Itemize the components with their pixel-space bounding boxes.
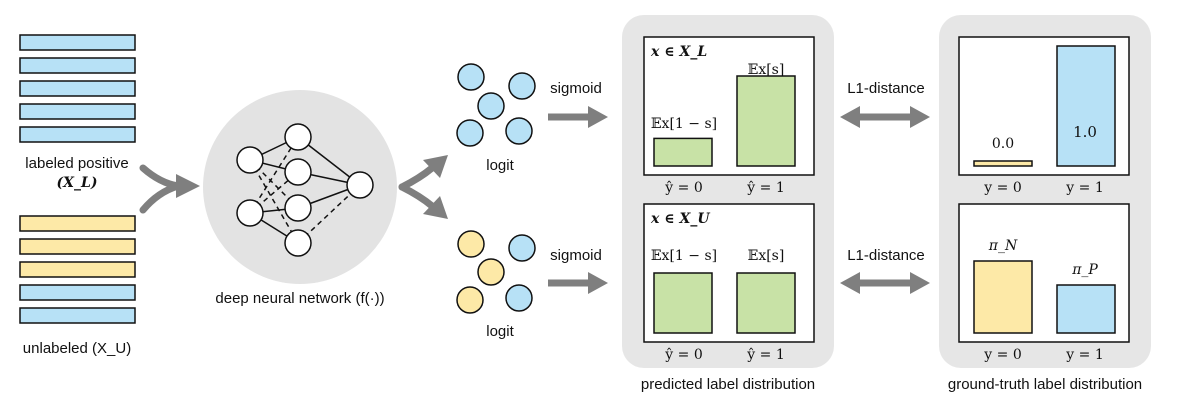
l1-arrowhead-bottom-right xyxy=(910,272,930,294)
l1-arrows xyxy=(840,106,930,294)
predicted-top-left-axis-label: ŷ = 0 xyxy=(665,180,703,196)
labeled-positive-stack xyxy=(19,34,136,143)
ground-truth-bottom-right-axis-label: y = 1 xyxy=(1066,347,1104,363)
predicted-top-left-bar-label: 𝔼x[1 − s] xyxy=(650,116,718,132)
predicted-bottom-left-axis-label: ŷ = 0 xyxy=(665,347,703,363)
predicted-top-bars xyxy=(653,75,796,167)
labeled-sample xyxy=(19,126,136,143)
unlabeled-sample-negative xyxy=(19,215,136,232)
ground-truth-top-right-value: 1.0 xyxy=(1073,123,1097,141)
predicted-bottom-bars xyxy=(653,272,796,334)
logit-positive xyxy=(505,117,533,145)
unlabeled-sample-positive xyxy=(19,307,136,324)
l1-arrowhead-top-left xyxy=(840,106,860,128)
predicted-bottom-right-bar-label: 𝔼x[s] xyxy=(747,248,785,264)
l1-arrowhead-bottom-left xyxy=(840,272,860,294)
predicted-bottom-right-axis-label: ŷ = 1 xyxy=(747,347,785,363)
predicted-bottom-bar-y1 xyxy=(736,272,796,334)
labeled-sample xyxy=(19,57,136,74)
l1-top-label: L1-distance xyxy=(847,80,925,97)
hidden-node xyxy=(284,123,312,151)
logit-positive xyxy=(508,72,536,100)
hidden-node xyxy=(284,229,312,257)
sigmoid-top-label: sigmoid xyxy=(550,80,602,97)
predicted-top-set-label: x ∈ X_L xyxy=(651,44,708,60)
output-node xyxy=(346,171,374,199)
labeled-sample xyxy=(19,80,136,97)
predicted-top-bar-y1 xyxy=(736,75,796,167)
labeled-sample xyxy=(19,103,136,120)
split-arrowhead-up xyxy=(423,155,448,178)
split-arrow xyxy=(398,164,436,210)
l1-bottom-label: L1-distance xyxy=(847,247,925,264)
logits-bottom xyxy=(456,230,536,314)
ground-truth-top-right-axis-label: y = 1 xyxy=(1066,180,1104,196)
merge-arrowhead xyxy=(176,174,200,198)
ground-truth-bottom-bar-y0 xyxy=(973,260,1033,334)
hidden-node xyxy=(284,194,312,222)
logit-negative xyxy=(477,258,505,286)
logit-positive xyxy=(505,284,533,312)
ground-truth-top-bar-y0 xyxy=(973,160,1033,167)
input-node xyxy=(236,199,264,227)
labeled-sample xyxy=(19,34,136,51)
ground-truth-bottom-bar-y1 xyxy=(1056,284,1116,334)
predicted-top-right-bar-label: 𝔼x[s] xyxy=(747,62,785,78)
network-background xyxy=(203,90,397,284)
labeled-set-symbol: (X_L) xyxy=(56,175,98,191)
predicted-top-right-axis-label: ŷ = 1 xyxy=(747,180,785,196)
logit-negative xyxy=(457,230,485,258)
ground-truth-bottom-left-axis-label: y = 0 xyxy=(984,347,1022,363)
sigmoid-arrowhead-top xyxy=(588,106,608,128)
predicted-bottom-bar-y0 xyxy=(653,272,713,334)
predicted-bottom-set-label: x ∈ X_U xyxy=(651,211,710,227)
unlabeled-sample-negative xyxy=(19,238,136,255)
logit-top-label: logit xyxy=(486,157,514,174)
logit-positive xyxy=(457,63,485,91)
split-arrowhead-down xyxy=(423,196,448,219)
ground-truth-top-left-axis-label: y = 0 xyxy=(984,180,1022,196)
logit-positive xyxy=(477,92,505,120)
unlabeled-sample-negative xyxy=(19,261,136,278)
network-nodes xyxy=(236,123,374,257)
ground-truth-caption: ground-truth label distribution xyxy=(947,376,1143,393)
logit-positive xyxy=(508,234,536,262)
ground-truth-top-bars xyxy=(973,45,1116,167)
ground-truth-top-left-value: 0.0 xyxy=(991,136,1015,152)
l1-arrowhead-top-right xyxy=(910,106,930,128)
ground-truth-bottom-bars xyxy=(973,260,1116,334)
unlabeled-stack xyxy=(19,215,136,324)
logit-positive xyxy=(456,119,484,147)
merge-arrow xyxy=(139,164,182,214)
ground-truth-bottom-right-value: π_P xyxy=(1072,262,1098,278)
logit-negative xyxy=(456,286,484,314)
sigmoid-bottom-label: sigmoid xyxy=(550,247,602,264)
ground-truth-top-bar-y1 xyxy=(1056,45,1116,167)
logits-top xyxy=(456,63,536,147)
sigmoid-arrows xyxy=(548,106,608,294)
sigmoid-arrowhead-bottom xyxy=(588,272,608,294)
ground-truth-bottom-left-value: π_N xyxy=(988,238,1018,254)
unlabeled-sample-positive xyxy=(19,284,136,301)
predicted-caption: predicted label distribution xyxy=(640,376,816,393)
input-node xyxy=(236,146,264,174)
predicted-top-bar-y0 xyxy=(653,137,713,167)
unlabeled-label: unlabeled (X_U) xyxy=(22,340,132,357)
labeled-positive-label: labeled positive xyxy=(25,155,129,172)
predicted-bottom-left-bar-label: 𝔼x[1 − s] xyxy=(650,248,718,264)
network-label: deep neural network (f(·)) xyxy=(215,290,385,307)
hidden-node xyxy=(284,158,312,186)
logit-bottom-label: logit xyxy=(486,323,514,340)
